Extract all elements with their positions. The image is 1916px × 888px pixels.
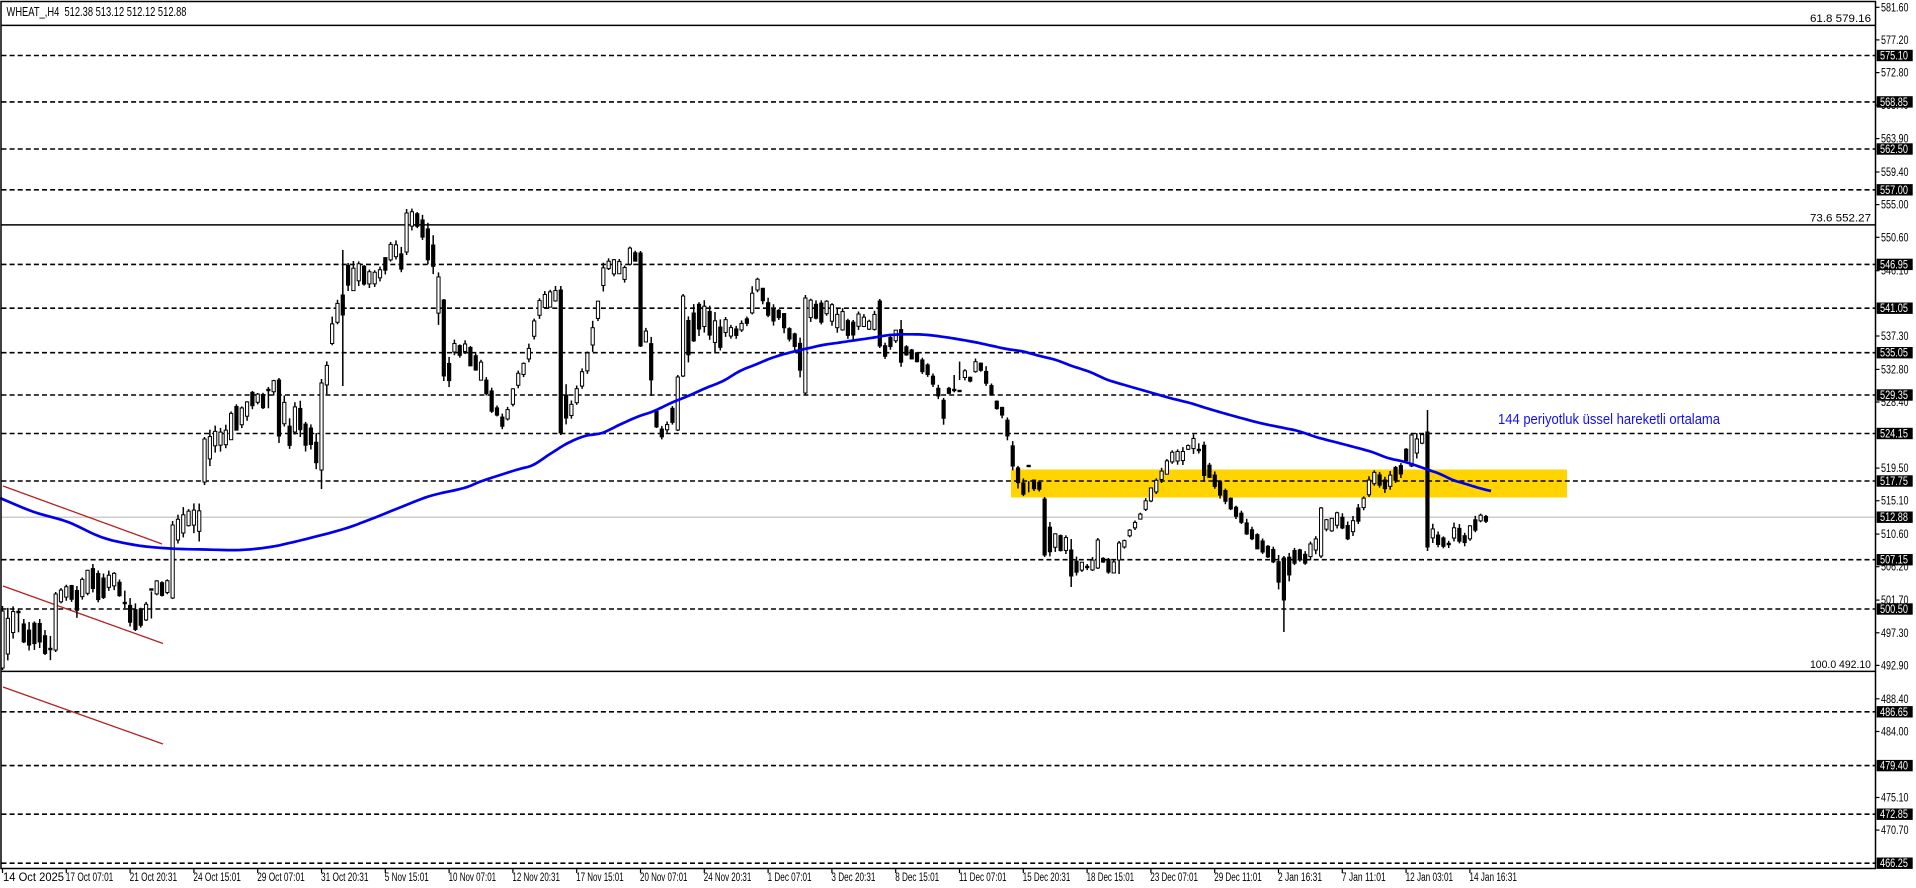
svg-text:100.0 492.10: 100.0 492.10 xyxy=(1810,659,1871,671)
svg-text:24 Oct 15:01: 24 Oct 15:01 xyxy=(193,872,241,884)
svg-text:24 Nov 20:31: 24 Nov 20:31 xyxy=(704,872,752,884)
svg-text:507.15: 507.15 xyxy=(1880,555,1908,567)
svg-text:515.10: 515.10 xyxy=(1881,496,1909,508)
svg-text:546.95: 546.95 xyxy=(1880,259,1908,271)
svg-text:581.60: 581.60 xyxy=(1881,2,1909,14)
svg-text:492.90: 492.90 xyxy=(1881,660,1909,672)
svg-text:466.25: 466.25 xyxy=(1880,858,1908,870)
svg-text:18 Dec 15:01: 18 Dec 15:01 xyxy=(1087,872,1135,884)
svg-text:5 Nov 15:01: 5 Nov 15:01 xyxy=(385,872,429,884)
svg-text:61.8 579.16: 61.8 579.16 xyxy=(1810,13,1871,25)
svg-text:519.50: 519.50 xyxy=(1881,463,1909,475)
svg-text:557.00: 557.00 xyxy=(1880,185,1908,197)
svg-text:517.75: 517.75 xyxy=(1880,476,1908,488)
svg-text:541.05: 541.05 xyxy=(1880,303,1908,315)
svg-text:15 Dec 20:31: 15 Dec 20:31 xyxy=(1023,872,1071,884)
svg-text:550.60: 550.60 xyxy=(1881,232,1909,244)
svg-text:20 Nov 07:01: 20 Nov 07:01 xyxy=(640,872,688,884)
svg-text:470.70: 470.70 xyxy=(1881,825,1909,837)
svg-text:14 Oct 2025: 14 Oct 2025 xyxy=(3,872,64,884)
svg-text:500.50: 500.50 xyxy=(1880,604,1908,616)
svg-text:529.35: 529.35 xyxy=(1880,390,1908,402)
svg-text:23 Dec 07:01: 23 Dec 07:01 xyxy=(1150,872,1198,884)
svg-text:563.90: 563.90 xyxy=(1881,134,1909,146)
svg-text:575.10: 575.10 xyxy=(1880,51,1908,63)
svg-text:484.00: 484.00 xyxy=(1881,727,1909,739)
svg-text:535.05: 535.05 xyxy=(1880,348,1908,360)
svg-text:12 Nov 20:31: 12 Nov 20:31 xyxy=(512,872,560,884)
svg-text:7 Jan 11:01: 7 Jan 11:01 xyxy=(1342,872,1386,884)
svg-text:524.15: 524.15 xyxy=(1880,429,1908,441)
svg-text:577.20: 577.20 xyxy=(1881,35,1909,47)
svg-text:14 Jan 16:31: 14 Jan 16:31 xyxy=(1469,872,1517,884)
svg-text:537.30: 537.30 xyxy=(1881,331,1909,343)
svg-text:11 Dec 07:01: 11 Dec 07:01 xyxy=(959,872,1007,884)
svg-text:29 Oct 07:01: 29 Oct 07:01 xyxy=(257,872,305,884)
svg-text:497.30: 497.30 xyxy=(1881,628,1909,640)
svg-text:17 Nov 15:01: 17 Nov 15:01 xyxy=(576,872,624,884)
svg-text:475.10: 475.10 xyxy=(1881,793,1909,805)
svg-text:486.65: 486.65 xyxy=(1880,707,1908,719)
svg-text:21 Oct 20:31: 21 Oct 20:31 xyxy=(130,872,178,884)
svg-text:568.85: 568.85 xyxy=(1880,97,1908,109)
svg-text:555.00: 555.00 xyxy=(1881,200,1909,212)
svg-text:479.40: 479.40 xyxy=(1880,761,1908,773)
svg-text:510.60: 510.60 xyxy=(1881,529,1909,541)
svg-text:12 Jan 03:01: 12 Jan 03:01 xyxy=(1406,872,1454,884)
svg-text:8 Dec 15:01: 8 Dec 15:01 xyxy=(895,872,939,884)
svg-text:532.80: 532.80 xyxy=(1881,364,1909,376)
svg-text:1 Dec 07:01: 1 Dec 07:01 xyxy=(768,872,812,884)
svg-text:31 Oct 20:31: 31 Oct 20:31 xyxy=(321,872,369,884)
svg-text:144 periyotluk üssel hareketli: 144 periyotluk üssel hareketli ortalama xyxy=(1498,412,1721,428)
svg-text:73.6 552.27: 73.6 552.27 xyxy=(1810,212,1871,224)
svg-text:512.88: 512.88 xyxy=(1880,512,1908,524)
svg-text:WHEAT_,H4 512.38 513.12 512.1: WHEAT_,H4 512.38 513.12 512.12 512.88 xyxy=(7,5,187,19)
svg-text:472.85: 472.85 xyxy=(1880,809,1908,821)
svg-text:562.50: 562.50 xyxy=(1880,144,1908,156)
svg-text:17 Oct 07:01: 17 Oct 07:01 xyxy=(66,872,114,884)
svg-text:29 Dec 11:01: 29 Dec 11:01 xyxy=(1214,872,1262,884)
svg-text:572.80: 572.80 xyxy=(1881,68,1909,80)
svg-text:10 Nov 07:01: 10 Nov 07:01 xyxy=(449,872,497,884)
svg-text:488.40: 488.40 xyxy=(1881,694,1909,706)
svg-text:3 Dec 20:31: 3 Dec 20:31 xyxy=(831,872,875,884)
svg-text:559.40: 559.40 xyxy=(1881,167,1909,179)
svg-text:2 Jan 16:31: 2 Jan 16:31 xyxy=(1278,872,1322,884)
